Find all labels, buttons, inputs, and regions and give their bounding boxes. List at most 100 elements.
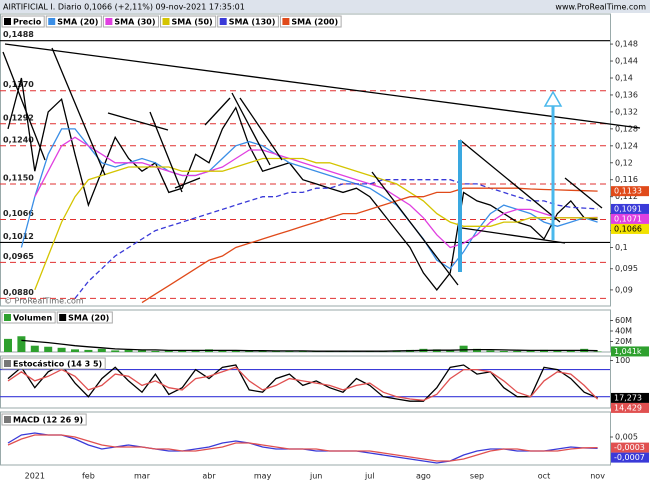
trend-line (51, 47, 106, 176)
bar (164, 350, 173, 352)
value-tag (611, 452, 649, 463)
bar (553, 350, 562, 352)
bar (566, 350, 575, 352)
y-tick-label: 60M (615, 316, 632, 325)
bar (285, 351, 294, 352)
level-label: 0,1240 (3, 135, 34, 144)
legend-swatch (162, 18, 170, 25)
line (34, 157, 598, 291)
x-tick-label: may (254, 472, 272, 481)
bar (446, 350, 455, 352)
line (21, 339, 598, 352)
level-label: 0,1292 (3, 113, 34, 122)
y-tick-label: 0,128 (615, 124, 638, 133)
level-label: 0,0965 (3, 252, 34, 261)
bar (178, 350, 187, 352)
line (7, 434, 598, 462)
bar (298, 351, 307, 352)
value-tag (611, 402, 649, 413)
bar (272, 351, 280, 352)
level-label: 0,1370 (3, 80, 34, 89)
bar (151, 350, 160, 352)
bar (513, 350, 522, 352)
line (7, 366, 599, 401)
bar (245, 350, 254, 352)
y-tick-label: 0,1 (615, 243, 628, 252)
watermark: © ProRealTime.com (4, 297, 84, 306)
line (141, 187, 598, 304)
y-tick-label: 0,136 (615, 90, 638, 99)
trend-line (459, 139, 561, 223)
bar (499, 350, 508, 352)
y-tick-label: 0,144 (615, 57, 638, 66)
legend-swatch (4, 314, 11, 321)
bar (57, 347, 66, 352)
header-site: www.ProRealTime.com (555, 3, 646, 12)
trend-line (239, 97, 283, 161)
bar (111, 350, 120, 352)
bar (593, 351, 602, 352)
bar (17, 336, 26, 352)
legend-label: Volumen (13, 314, 52, 323)
value-tag (611, 392, 649, 403)
line (74, 179, 598, 299)
value-tag (611, 346, 649, 357)
bar (526, 350, 535, 352)
value-tag (611, 213, 649, 224)
legend-box (102, 15, 160, 28)
legend-label: MACD (12 26 9) (13, 416, 83, 425)
y-tick-label: 0,09 (615, 285, 633, 294)
x-tick-label: 2021 (25, 472, 45, 481)
legend-box (279, 15, 342, 28)
legend-label: SMA (20) (57, 18, 98, 27)
level-label: 0,1488 (3, 30, 34, 39)
y-tick-label: 0,095 (615, 264, 638, 273)
legend-label: SMA (20) (68, 314, 109, 323)
y-tick-label: 0,148 (615, 40, 638, 49)
bar (71, 349, 79, 352)
line (7, 77, 598, 291)
x-tick-label: jul (364, 472, 375, 481)
level-label: 0,1066 (3, 209, 34, 218)
trend-line (4, 43, 641, 129)
legend-swatch (48, 18, 56, 25)
legend-swatch (59, 314, 67, 321)
level-label: 0,0880 (3, 288, 34, 297)
legend-label: SMA (200) (291, 18, 338, 27)
trend-line (204, 97, 231, 126)
value-tag (611, 442, 649, 453)
trend-line (564, 177, 603, 209)
bar (97, 348, 106, 352)
level-label: 0,1012 (3, 232, 34, 241)
value-tag-label: 0,1071 (614, 214, 642, 223)
legend-label: SMA (30) (114, 18, 155, 27)
legend-box (1, 311, 56, 324)
bar (124, 349, 133, 352)
value-tag-label: 0,1133 (614, 187, 642, 196)
x-tick-label: mar (134, 472, 151, 481)
trend-line (231, 92, 271, 166)
legend-box (1, 357, 106, 370)
bar (218, 350, 227, 352)
x-tick-label: oct (538, 472, 550, 481)
y-tick-label: 0,12 (615, 158, 633, 167)
trend-line (461, 227, 566, 244)
y-tick-label: 0,005 (615, 433, 638, 442)
legend-box (217, 15, 279, 28)
legend-swatch (219, 18, 227, 25)
bar (30, 345, 39, 352)
bar (473, 348, 481, 352)
panel (0, 411, 611, 466)
level-label: 0,1150 (3, 173, 34, 182)
bar (486, 350, 495, 352)
bar (258, 350, 267, 352)
y-tick-label: 0,132 (615, 107, 638, 116)
y-tick-label: 40M (615, 327, 632, 336)
legend-swatch (105, 18, 113, 25)
bar (459, 345, 468, 352)
x-tick-label: sep (470, 472, 484, 481)
legend-label: SMA (50) (172, 18, 213, 27)
legend-swatch (4, 360, 11, 367)
x-tick-label: jun (309, 472, 322, 481)
